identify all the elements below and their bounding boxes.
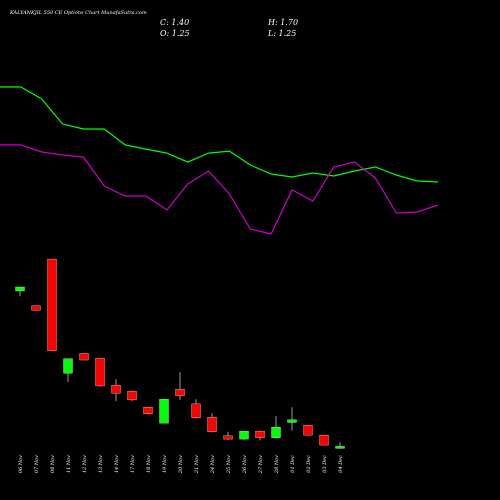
x-tick-label: 11 Nov xyxy=(66,455,72,473)
x-tick-label: 26 Nov xyxy=(242,455,248,474)
candle-body xyxy=(207,417,217,432)
candle-body xyxy=(239,430,249,440)
candle-body xyxy=(79,353,89,361)
candle-body xyxy=(63,358,73,374)
candle-body xyxy=(287,419,297,423)
candle-body xyxy=(175,389,185,397)
x-tick-label: 18 Nov xyxy=(146,455,152,473)
candle-body xyxy=(303,424,313,436)
x-tick-label: 07 Nov xyxy=(34,455,40,473)
x-tick-label: 24 Nov xyxy=(210,455,216,474)
candle-body xyxy=(127,391,137,401)
line-series xyxy=(0,86,439,183)
candle-body xyxy=(335,446,345,449)
candle-body xyxy=(31,305,41,311)
candle-body xyxy=(159,399,169,424)
x-tick-label: 13 Nov xyxy=(98,455,104,473)
x-tick-label: 02 Dec xyxy=(306,455,312,473)
candle-body xyxy=(111,385,121,394)
x-tick-label: 03 Dec xyxy=(322,455,328,473)
close-label: C: 1.40 xyxy=(160,18,189,27)
high-label: H: 1.70 xyxy=(267,18,298,27)
x-tick-label: 19 Nov xyxy=(162,455,168,473)
candle-body xyxy=(255,430,265,438)
candle-body xyxy=(223,435,233,440)
candle-body xyxy=(191,403,201,418)
x-tick-label: 12 Nov xyxy=(82,455,88,473)
x-tick-label: 20 Nov xyxy=(178,455,184,474)
low-label: L: 1.25 xyxy=(267,29,296,38)
candle-body xyxy=(143,407,153,415)
chart-title: KALYANKJIL 550 CE Options Chart MunafaSu… xyxy=(9,10,147,16)
x-tick-label: 14 Nov xyxy=(114,455,120,473)
open-label: O: 1.25 xyxy=(160,29,190,38)
x-tick-label: 21 Nov xyxy=(194,455,200,474)
candle-body xyxy=(47,258,57,351)
x-tick-label: 08 Nov xyxy=(50,455,56,473)
candle-body xyxy=(95,357,105,387)
candle-body xyxy=(15,286,25,292)
x-tick-label: 25 Nov xyxy=(226,455,232,474)
x-tick-label: 06 Nov xyxy=(18,455,24,473)
candle-body xyxy=(271,426,281,438)
x-tick-label: 04 Dec xyxy=(338,455,344,473)
line-series xyxy=(0,144,439,235)
x-tick-label: 27 Nov xyxy=(258,455,264,474)
candle-body xyxy=(319,434,329,446)
x-tick-label: 01 Dec xyxy=(290,455,296,473)
x-tick-label: 28 Nov xyxy=(274,455,280,474)
x-tick-label: 17 Nov xyxy=(130,455,136,473)
